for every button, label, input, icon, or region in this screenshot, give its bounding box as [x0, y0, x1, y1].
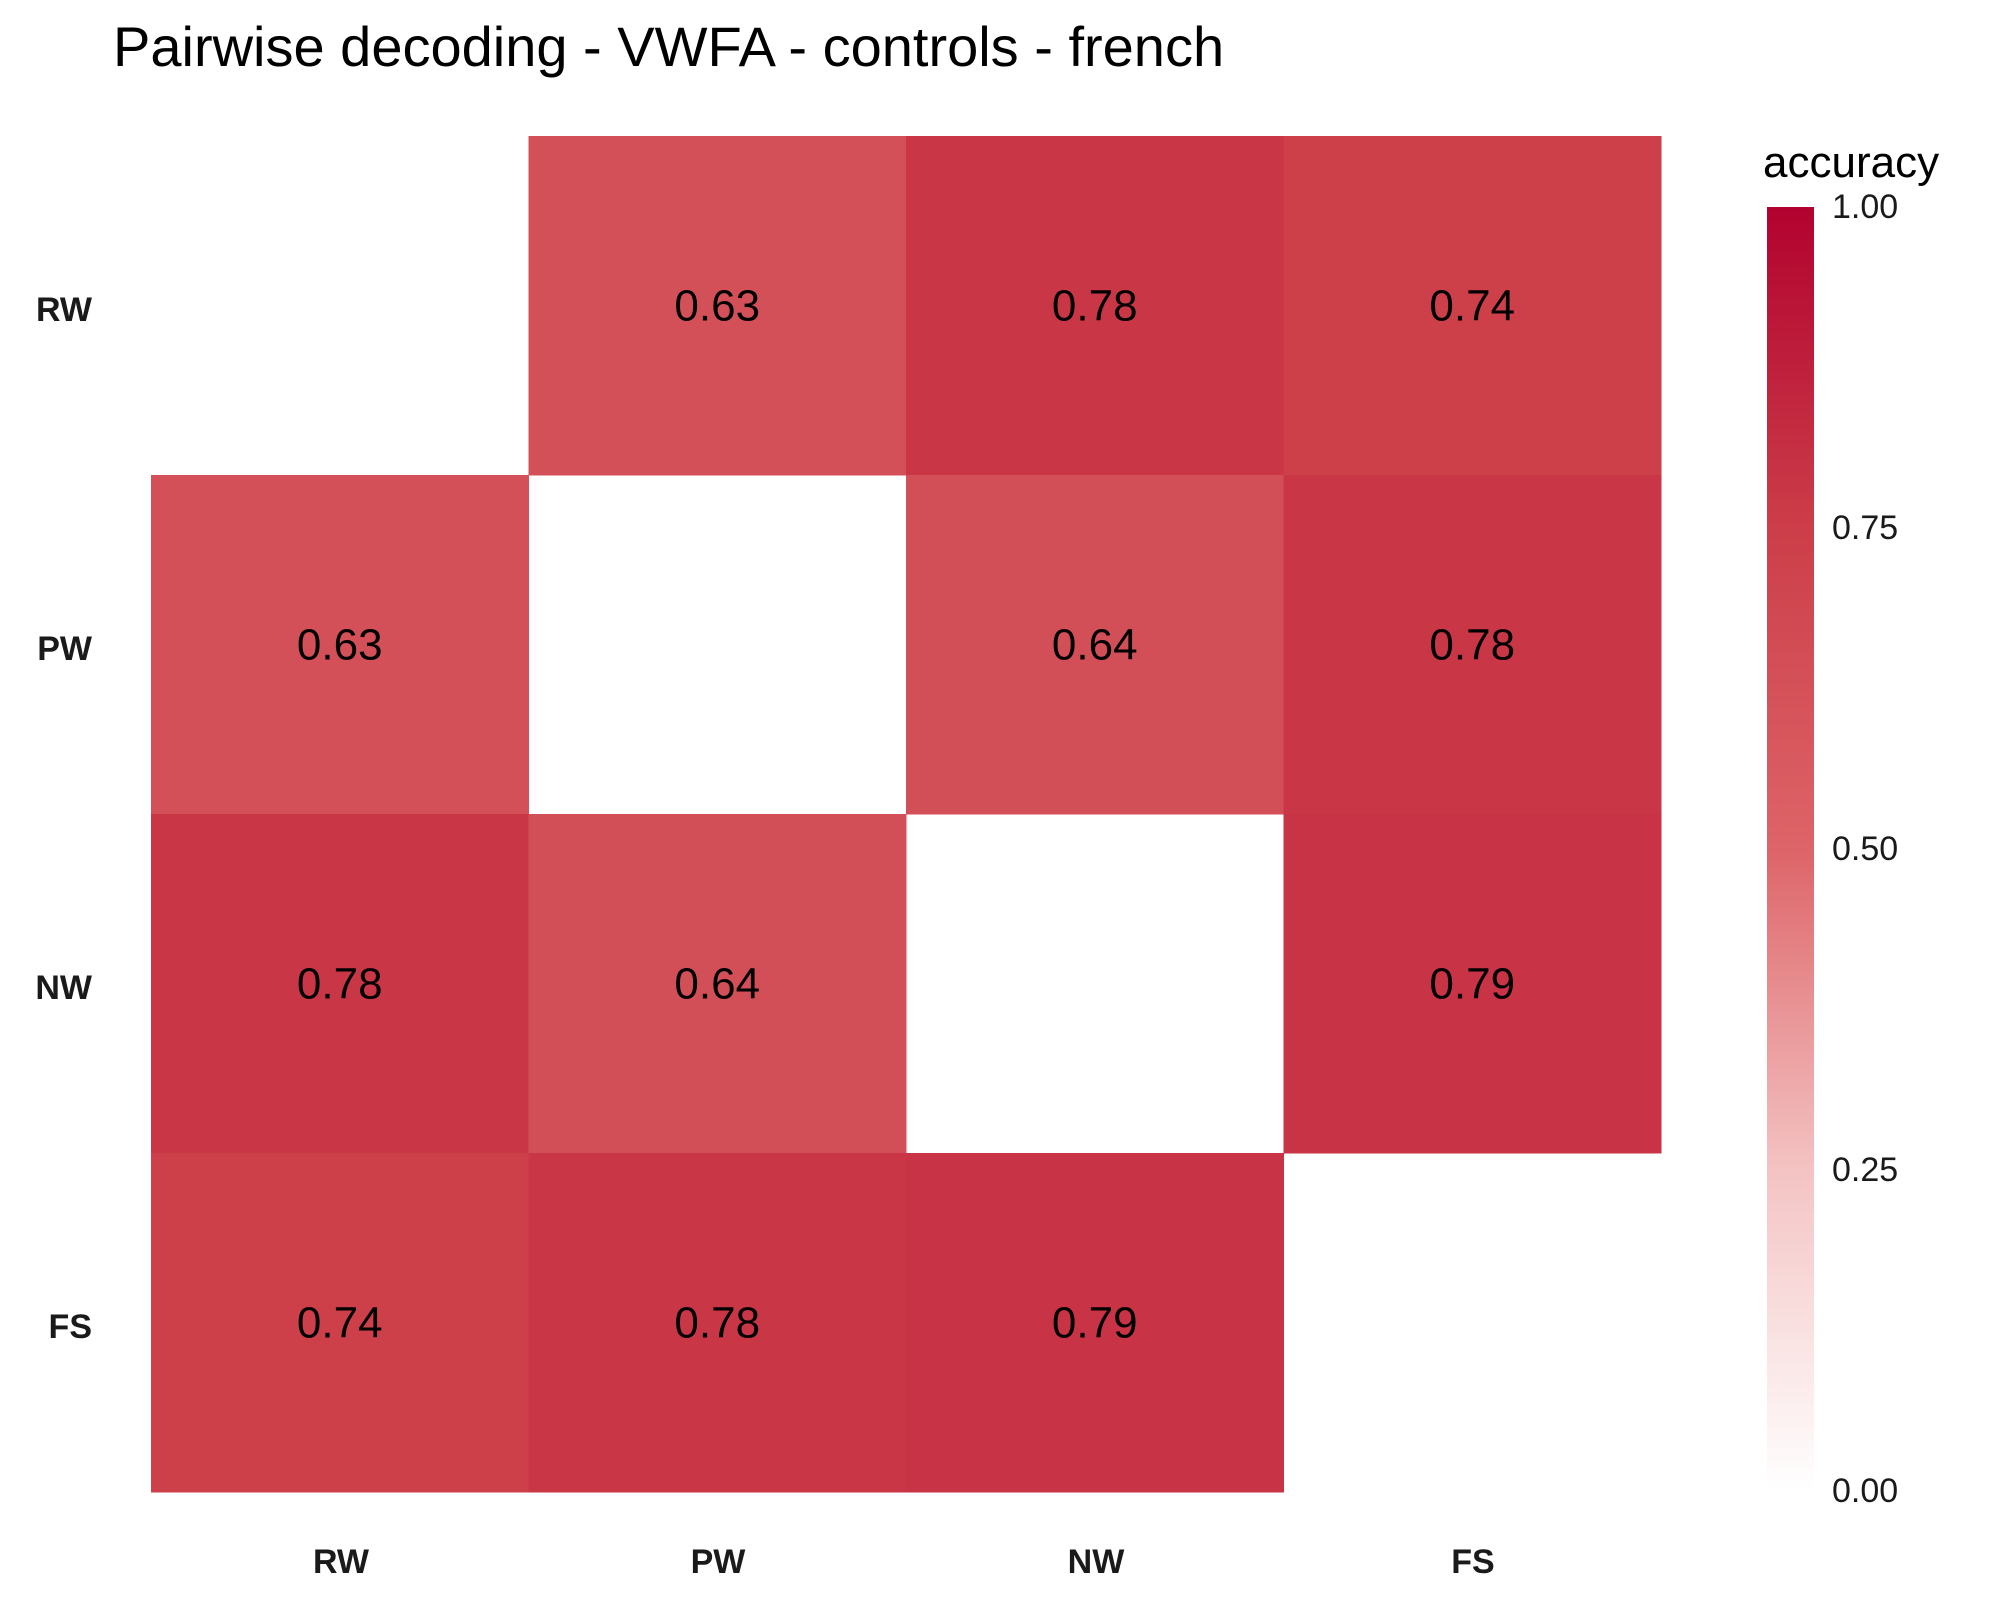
legend-tick-0-00: 0.00 — [1832, 1472, 1899, 1510]
legend-tick-0-50: 0.50 — [1832, 830, 1899, 868]
heatmap-cell-nw-pw — [528, 814, 907, 1154]
heatmap-cell-nw-fs — [1283, 814, 1662, 1154]
heatmap-cell-fs-rw — [151, 1153, 529, 1493]
cell-label-rw-fs: 0.74 — [1429, 282, 1515, 331]
cell-label-pw-fs: 0.78 — [1429, 621, 1515, 670]
cell-label-nw-fs: 0.79 — [1429, 960, 1515, 1009]
cell-label-fs-nw: 0.79 — [1052, 1299, 1138, 1348]
heatmap-cell-fs-pw — [528, 1153, 907, 1493]
heatmap-cell-rw-fs — [1283, 136, 1662, 476]
y-tick-label-rw: RW — [35, 291, 92, 329]
x-tick-label-fs: FS — [1451, 1543, 1495, 1581]
cell-label-rw-pw: 0.63 — [674, 282, 760, 331]
y-tick-label-fs: FS — [48, 1308, 92, 1346]
legend-tick-1-00: 1.00 — [1832, 188, 1899, 226]
cell-label-rw-nw: 0.78 — [1052, 282, 1138, 331]
cell-label-nw-rw: 0.78 — [297, 960, 383, 1009]
legend-tick-0-25: 0.25 — [1832, 1151, 1899, 1189]
heatmap-cell-rw-pw — [528, 136, 907, 476]
legend-colorbar — [1767, 207, 1814, 1491]
heatmap-plot: 0.63 0.78 0.74 0.63 0.64 0.78 0.78 0.64 0.79 0.74… — [151, 136, 1662, 1493]
cell-label-pw-rw: 0.63 — [297, 621, 383, 670]
cell-label-nw-pw: 0.64 — [674, 960, 760, 1009]
chart-title: Pairwise decoding - VWFA - controls - fr… — [113, 15, 1225, 78]
cell-label-fs-pw: 0.78 — [674, 1299, 760, 1348]
x-tick-label-rw: RW — [312, 1543, 370, 1581]
heatmap-cell-pw-fs — [1283, 475, 1662, 815]
y-tick-label-nw: NW — [35, 969, 92, 1007]
heatmap-cell-nw-rw — [151, 814, 529, 1154]
x-tick-label-nw: NW — [1067, 1543, 1125, 1581]
heatmap-cell-fs-nw — [906, 1153, 1284, 1493]
legend-tick-0-75: 0.75 — [1832, 509, 1899, 547]
heatmap-cell-pw-rw — [151, 475, 529, 815]
heatmap-cell-rw-nw — [906, 136, 1284, 476]
heatmap-cell-pw-nw — [906, 475, 1284, 815]
cell-label-fs-rw: 0.74 — [297, 1299, 383, 1348]
x-tick-label-pw: PW — [690, 1543, 746, 1581]
y-tick-label-pw: PW — [37, 630, 92, 668]
legend-title: accuracy — [1763, 138, 1940, 187]
cell-label-pw-nw: 0.64 — [1052, 621, 1138, 670]
